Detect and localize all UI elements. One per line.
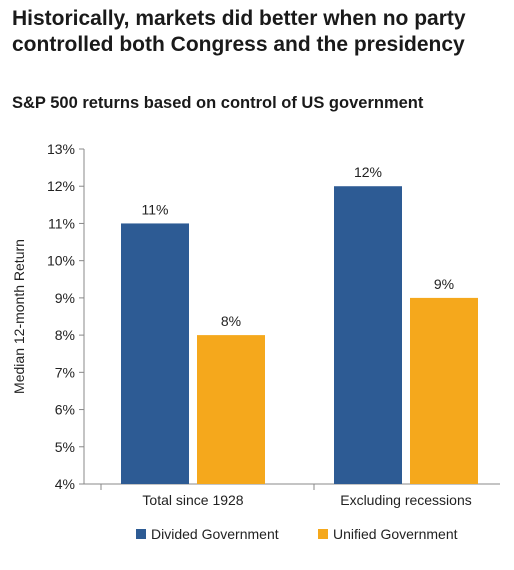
- legend-item-unified: Unified Government: [318, 526, 458, 542]
- data-label: 9%: [434, 276, 454, 292]
- legend-label-unified: Unified Government: [333, 526, 458, 542]
- y-tick-label: 5%: [55, 439, 75, 455]
- chart-title: S&P 500 returns based on control of US g…: [12, 94, 424, 112]
- x-category-label: Excluding recessions: [340, 492, 472, 508]
- data-label: 8%: [221, 313, 241, 329]
- legend-swatch-unified: [318, 529, 328, 539]
- y-axis-title: Median 12-month Return: [11, 239, 27, 394]
- bar-divided: [121, 223, 189, 484]
- bar-divided: [334, 186, 402, 484]
- x-category-label: Total since 1928: [142, 492, 243, 508]
- bar-unified: [197, 335, 265, 484]
- y-tick-label: 6%: [55, 402, 75, 418]
- bar-chart: 4% 5% 6% 7% 8% 9% 10% 11% 12% 13% Median 12-month …: [11, 141, 500, 508]
- legend-swatch-divided: [136, 529, 146, 539]
- y-tick-label: 4%: [55, 476, 75, 492]
- legend-item-divided: Divided Government: [136, 526, 279, 542]
- y-tick-label: 13%: [47, 141, 75, 157]
- y-tick-label: 8%: [55, 327, 75, 343]
- legend-label-divided: Divided Government: [151, 526, 279, 542]
- data-label: 11%: [142, 201, 169, 217]
- bar-unified: [410, 297, 478, 484]
- y-tick-label: 11%: [48, 215, 75, 231]
- y-tick-label: 12%: [47, 178, 75, 194]
- legend: Divided Government Unified Government: [0, 526, 514, 546]
- y-tick-label: 7%: [55, 364, 75, 380]
- y-tick-label: 9%: [55, 290, 75, 306]
- y-tick-label: 10%: [47, 253, 75, 269]
- chart-headline: Historically, markets did better when no…: [12, 7, 466, 56]
- data-label: 12%: [354, 164, 382, 180]
